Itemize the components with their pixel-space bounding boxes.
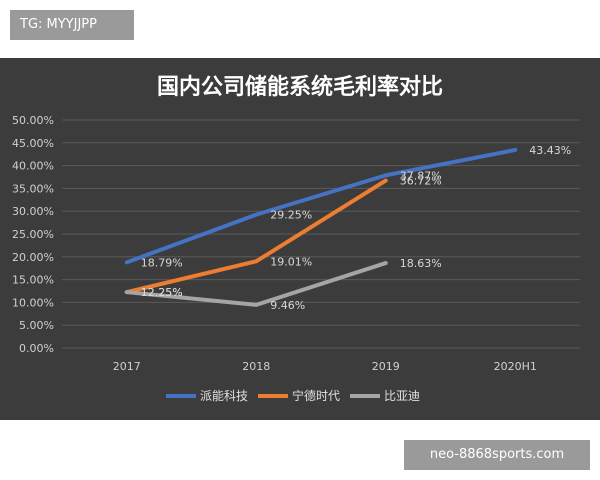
data-labels: 18.79% 29.25% 37.87% 43.43% 12.25% 19.01% 36.7… <box>141 144 571 312</box>
y-tick-label: 35.00% <box>12 182 54 195</box>
series-line <box>124 147 518 265</box>
legend-label: 比亚迪 <box>384 389 420 403</box>
chart-legend: 派能科技 宁德时代 比亚迪 <box>166 388 420 403</box>
data-label: 12.25% <box>141 286 183 299</box>
y-tick-label: 40.00% <box>12 160 54 173</box>
y-tick-label: 50.00% <box>12 114 54 127</box>
data-label: 18.79% <box>141 256 183 269</box>
y-tick-label: 0.00% <box>19 342 54 355</box>
line-chart: 国内公司储能系统毛利率对比 0.00% 5.00% 10.00% 15.00% 20.0… <box>12 74 580 403</box>
y-tick-label: 5.00% <box>19 319 54 332</box>
data-label: 37.87% <box>400 169 442 182</box>
top-watermark-badge: TG: MYYJJPP <box>10 10 134 40</box>
x-tick-label: 2017 <box>113 360 141 373</box>
y-axis-ticks: 0.00% 5.00% 10.00% 15.00% 20.00% 25.00% 30.00%… <box>12 114 54 355</box>
series-line <box>124 261 388 307</box>
legend-label: 派能科技 <box>200 389 248 403</box>
data-label: 12.25% <box>141 286 183 299</box>
x-tick-label: 2019 <box>372 360 400 373</box>
x-tick-label: 2018 <box>242 360 270 373</box>
chart-panel: 国内公司储能系统毛利率对比 0.00% 5.00% 10.00% 15.00% 20.0… <box>0 58 600 420</box>
series-line <box>124 178 388 295</box>
x-axis-ticks: 2017 2018 2019 2020H1 <box>113 360 537 373</box>
y-tick-label: 20.00% <box>12 251 54 264</box>
data-label: 29.25% <box>270 209 312 222</box>
series-lines <box>124 147 518 307</box>
y-tick-label: 10.00% <box>12 296 54 309</box>
data-label: 36.72% <box>400 175 442 188</box>
y-tick-label: 25.00% <box>12 228 54 241</box>
y-tick-label: 45.00% <box>12 137 54 150</box>
y-tick-label: 30.00% <box>12 205 54 218</box>
x-tick-label: 2020H1 <box>494 360 537 373</box>
y-tick-label: 15.00% <box>12 274 54 287</box>
legend-label: 宁德时代 <box>292 388 340 403</box>
bottom-watermark-badge: neo-8868sports.com <box>404 440 590 470</box>
data-label: 9.46% <box>270 299 305 312</box>
data-label: 19.01% <box>270 255 312 268</box>
data-label: 18.63% <box>400 257 442 270</box>
data-label: 43.43% <box>529 144 571 157</box>
chart-title: 国内公司储能系统毛利率对比 <box>157 74 443 100</box>
grid-lines <box>62 119 580 349</box>
